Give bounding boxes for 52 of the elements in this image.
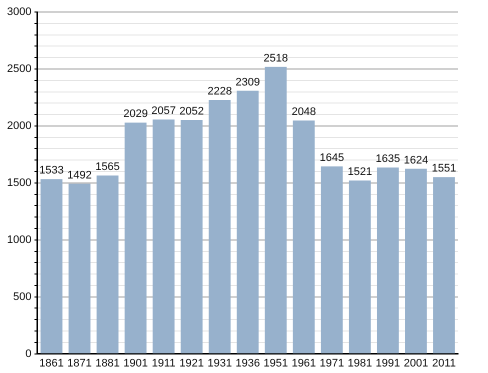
- bar: [264, 66, 287, 354]
- bar: [208, 100, 231, 354]
- x-tick-label: 2011: [432, 357, 456, 370]
- x-tick-label: 2001: [404, 357, 428, 370]
- bar: [40, 179, 62, 354]
- data-label: 1624: [404, 154, 428, 166]
- x-tick-label: 1936: [235, 357, 260, 370]
- y-tick-label: 500: [13, 290, 32, 303]
- bar: [320, 166, 343, 354]
- x-tick-label: 1961: [292, 357, 316, 370]
- y-tick-label: 2500: [6, 63, 32, 75]
- x-tick-label: 1951: [264, 357, 288, 370]
- x-tick-label: 1991: [376, 357, 400, 370]
- y-tick-label: 1000: [6, 234, 32, 246]
- x-tick-label: 1871: [67, 357, 92, 370]
- data-label: 1635: [376, 153, 400, 166]
- bar: [376, 168, 399, 354]
- y-tick-label: 2000: [6, 120, 32, 132]
- bar: [96, 175, 118, 354]
- bar: [348, 180, 371, 354]
- data-label: 2048: [292, 106, 316, 118]
- bar: [236, 90, 259, 354]
- bar: [433, 177, 455, 354]
- bar: [180, 120, 203, 354]
- data-label: 2029: [123, 108, 148, 120]
- bar: [68, 184, 90, 354]
- bar: [292, 120, 315, 354]
- y-tick-label: 1500: [6, 176, 32, 189]
- x-tick-label: 1931: [207, 357, 232, 370]
- x-tick-label: 1981: [348, 357, 372, 370]
- data-label: 1533: [39, 164, 64, 177]
- x-tick-label: 1861: [39, 357, 64, 370]
- data-label: 1645: [320, 152, 344, 164]
- data-label: 1551: [432, 162, 456, 175]
- data-label: 2309: [235, 76, 260, 88]
- x-tick-label: 1971: [320, 357, 344, 370]
- x-tick-label: 1921: [179, 357, 204, 370]
- x-tick-label: 1911: [152, 357, 176, 370]
- data-label: 1565: [95, 161, 120, 174]
- y-tick-label: 3000: [6, 6, 32, 18]
- data-label: 1492: [67, 169, 92, 182]
- data-label: 1521: [348, 166, 372, 178]
- data-label: 2052: [179, 106, 204, 118]
- x-tick-label: 1901: [123, 357, 148, 370]
- data-label: 2228: [207, 85, 232, 98]
- bar: [405, 168, 427, 354]
- y-tick-label: 0: [25, 348, 32, 360]
- x-tick-label: 1881: [95, 357, 120, 370]
- bar: [124, 122, 147, 354]
- data-label: 2057: [151, 104, 176, 117]
- bar: [152, 119, 175, 354]
- data-label: 2518: [264, 52, 288, 64]
